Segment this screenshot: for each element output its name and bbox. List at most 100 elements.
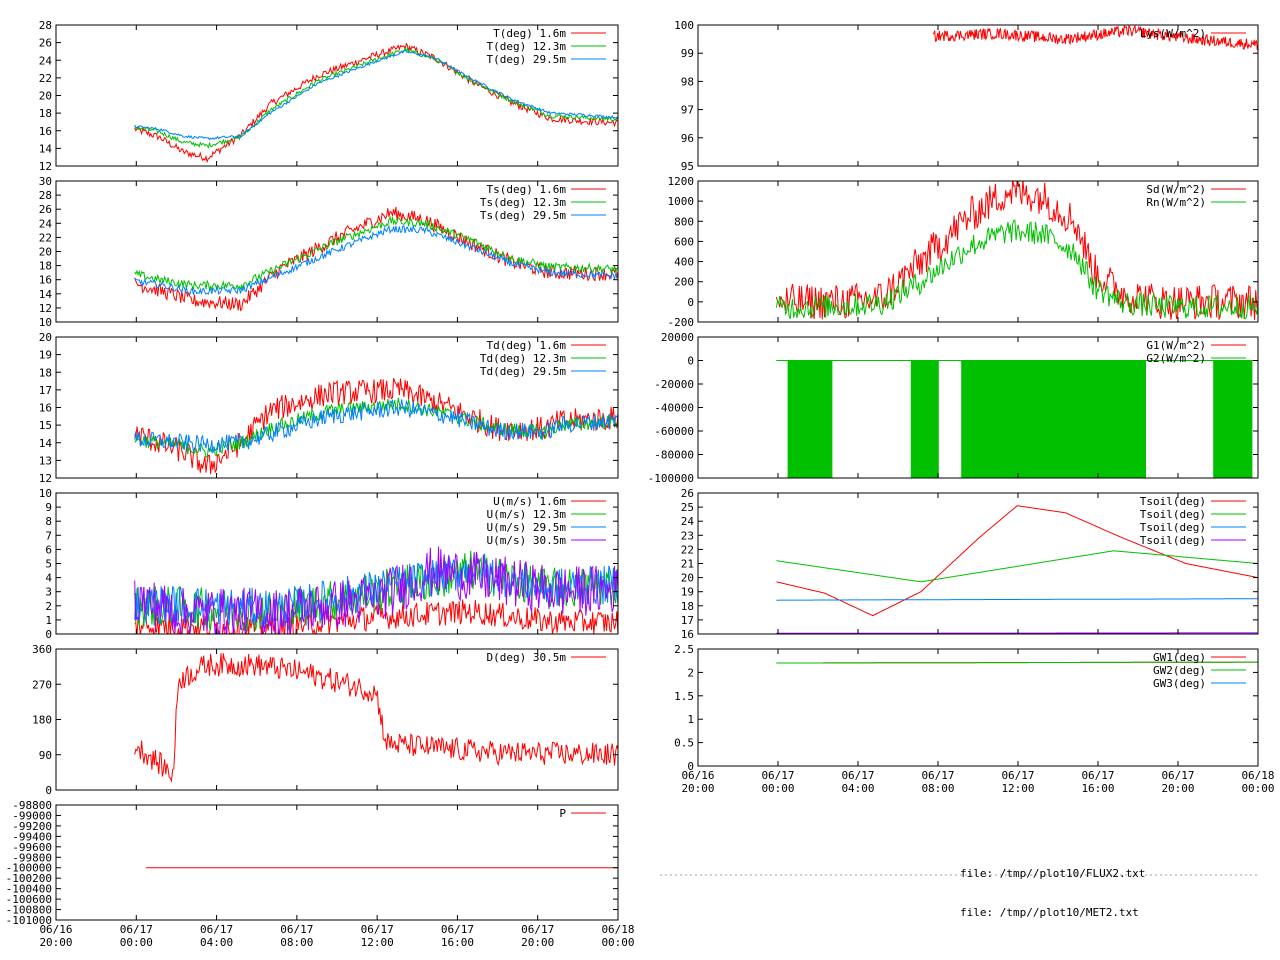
x-tick-date: 06/17: [280, 923, 313, 936]
y-tick-label: 18: [681, 600, 694, 613]
x-tick-date: 06/17: [361, 923, 394, 936]
y-tick-label: 21: [681, 558, 694, 571]
y-tick-label: 28: [39, 19, 52, 32]
y-tick-label: 16: [39, 402, 52, 415]
y-tick-label: 22: [39, 231, 52, 244]
x-tick-date: 06/17: [841, 769, 874, 782]
y-tick-label: -101000: [6, 914, 52, 927]
legend-label: Td(deg) 29.5m: [480, 365, 566, 378]
y-tick-label: 2: [45, 600, 52, 613]
legend-label: GW2(deg): [1153, 664, 1206, 677]
y-tick-label: 800: [674, 215, 694, 228]
file-line-1: file: /tmp//plot10/FLUX2.txt: [960, 867, 1146, 880]
y-tick-label: 1000: [668, 195, 695, 208]
y-tick-label: 20: [39, 331, 52, 344]
y-tick-label: -100600: [6, 893, 52, 906]
x-axis-left: 06/1620:0006/1700:0006/1704:0006/1708:00…: [39, 923, 634, 949]
x-tick-time: 08:00: [921, 782, 954, 795]
y-tick-label: 1.5: [674, 690, 694, 703]
y-tick-label: 12: [39, 302, 52, 315]
y-tick-label: 3: [45, 586, 52, 599]
series-line: [134, 46, 618, 149]
y-tick-label: 16: [39, 274, 52, 287]
x-tick-time: 16:00: [441, 936, 474, 949]
y-tick-label: 2: [687, 666, 694, 679]
legend-label: Tsoil(deg): [1140, 521, 1206, 534]
series-line: [134, 653, 618, 783]
y-tick-label: -100000: [648, 472, 694, 485]
y-tick-label: 20: [681, 572, 694, 585]
y-tick-label: 14: [39, 142, 53, 155]
g2-band: [787, 360, 833, 478]
y-tick-label: -100800: [6, 904, 52, 917]
x-tick-time: 04:00: [200, 936, 233, 949]
y-tick-label: 18: [39, 366, 52, 379]
y-tick-label: 14: [39, 288, 53, 301]
plot-frame: [55, 804, 619, 921]
y-tick-label: 0.5: [674, 737, 694, 750]
x-tick-date: 06/17: [200, 923, 233, 936]
x-tick-time: 00:00: [120, 936, 153, 949]
x-tick-time: 08:00: [280, 936, 313, 949]
series-group: [134, 653, 618, 783]
series-line: [776, 505, 1258, 617]
legend-label: Ts(deg) 1.6m: [487, 183, 567, 196]
x-tick-date: 06/17: [1161, 769, 1194, 782]
y-tick-label: -98800: [12, 799, 52, 812]
y-tick-label: 90: [39, 749, 52, 762]
series-group: [776, 360, 1258, 478]
y-tick-label: 23: [681, 529, 694, 542]
y-tick-label: 25: [681, 501, 694, 514]
legend-label: Ts(deg) 12.3m: [480, 196, 566, 209]
y-tick-label: -200: [668, 316, 695, 329]
series-group: [134, 206, 618, 312]
x-tick-time: 00:00: [1241, 782, 1274, 795]
y-tick-label: 22: [681, 543, 694, 556]
legend-label: G1(W/m^2): [1146, 339, 1206, 352]
y-tick-label: -60000: [654, 425, 694, 438]
legend-label: Ts(deg) 29.5m: [480, 209, 566, 222]
y-tick-label: 20: [39, 246, 52, 259]
x-tick-date: 06/17: [1001, 769, 1034, 782]
x-tick-date: 06/17: [120, 923, 153, 936]
y-tick-label: 1: [687, 713, 694, 726]
x-tick-date: 06/17: [1081, 769, 1114, 782]
chart-gw: 0 0.5 1 1.5 2 2.5 GW1(deg)GW2(deg)GW3(deg): [674, 643, 1259, 773]
plot-frame: [697, 24, 1259, 167]
x-tick-time: 20:00: [521, 936, 554, 949]
y-tick-label: -20000: [654, 378, 694, 391]
y-tick-label: 1200: [668, 175, 695, 188]
chart-t: 12 14 16 18 20 22 24 26 28 T(deg) 1.6mT(deg) 12.3…: [39, 19, 619, 173]
legend-label: GW1(deg): [1153, 651, 1206, 664]
y-tick-label: 20000: [661, 331, 694, 344]
y-tick-label: 98: [681, 75, 694, 88]
x-tick-time: 12:00: [361, 936, 394, 949]
series-line: [134, 224, 618, 296]
series-group: [775, 181, 1258, 320]
y-tick-label: 19: [681, 586, 694, 599]
x-tick-time: 00:00: [601, 936, 634, 949]
series-line: [776, 550, 1258, 583]
series-group: [776, 505, 1258, 634]
y-tick-label: 24: [39, 54, 53, 67]
x-tick-time: 12:00: [1001, 782, 1034, 795]
y-tick-label: -99600: [12, 841, 52, 854]
x-tick-time: 20:00: [1161, 782, 1194, 795]
x-tick-date: 06/17: [441, 923, 474, 936]
legend-label: U(m/s) 30.5m: [487, 534, 567, 547]
y-tick-label: 17: [39, 384, 52, 397]
x-tick-date: 06/18: [601, 923, 634, 936]
file-info: file: /tmp//plot10/FLUX2.txt file: /tmp/…: [960, 841, 1145, 932]
series-line: [134, 206, 618, 312]
y-tick-label: 13: [39, 454, 52, 467]
y-tick-label: 600: [674, 235, 694, 248]
x-tick-time: 04:00: [841, 782, 874, 795]
x-tick-date: 06/17: [761, 769, 794, 782]
y-tick-label: 16: [681, 628, 694, 641]
chart-g: -100000 -80000 -60000 -40000 -20000 0 20000 G1(…: [648, 331, 1259, 485]
y-tick-label: -99200: [12, 820, 52, 833]
y-tick-label: -99800: [12, 851, 52, 864]
chart-sd: -200 0 200 400 600 800 1000 1200 Sd(W/m^2)Rn(W/m…: [668, 175, 1259, 329]
y-tick-label: -99000: [12, 809, 52, 822]
x-tick-date: 06/16: [39, 923, 72, 936]
